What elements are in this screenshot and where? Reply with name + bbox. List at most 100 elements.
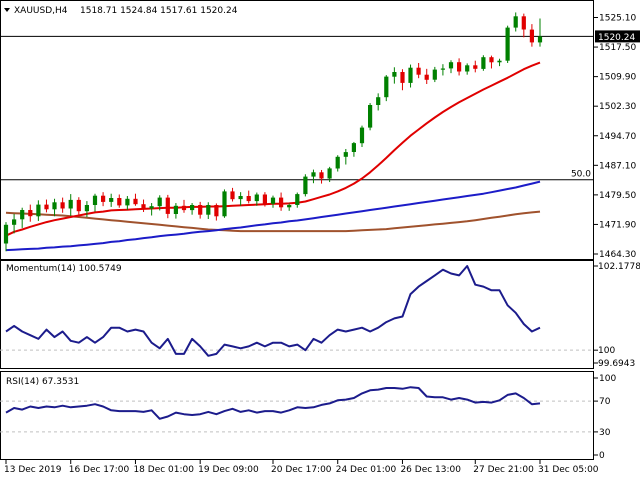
candle bbox=[311, 169, 316, 184]
rsi-title: RSI(14) 67.3531 bbox=[6, 377, 79, 387]
candle bbox=[109, 193, 114, 207]
candle-body bbox=[190, 205, 195, 211]
candle-body bbox=[465, 65, 470, 72]
time-tick-label: 26 Dec 13:00 bbox=[400, 465, 461, 475]
momentum-tick-label: 102.1778 bbox=[598, 262, 640, 272]
time-tick-label: 27 Dec 21:00 bbox=[473, 465, 534, 475]
candle-body bbox=[173, 205, 178, 214]
sma-slow-line bbox=[5, 210, 541, 233]
candle-body bbox=[457, 62, 462, 72]
candle-body bbox=[359, 127, 365, 144]
candle bbox=[44, 199, 49, 213]
time-axis: 13 Dec 2019 16 Dec 17:00 18 Dec 01:00 19 De… bbox=[4, 460, 599, 475]
candle bbox=[400, 69, 405, 91]
dropdown-triangle-icon[interactable] bbox=[4, 8, 10, 12]
candle-body bbox=[392, 72, 397, 77]
current-price-label: 1520.24 bbox=[598, 33, 635, 43]
candle bbox=[287, 203, 292, 211]
sma-mid-line bbox=[5, 180, 541, 252]
time-tick-label: 24 Dec 01:00 bbox=[336, 465, 397, 475]
candle-body bbox=[230, 191, 235, 200]
candle-body bbox=[368, 105, 373, 128]
candle bbox=[376, 93, 381, 111]
candle-body bbox=[295, 194, 300, 205]
time-tick-label: 20 Dec 17:00 bbox=[271, 465, 332, 475]
candle-body bbox=[287, 205, 292, 208]
candle bbox=[473, 60, 478, 73]
pane-frames bbox=[0, 0, 594, 460]
rsi-tick-label: 30 bbox=[599, 428, 611, 438]
candle-body bbox=[376, 97, 381, 105]
candle-body bbox=[3, 224, 9, 244]
rsi-pane: 100 70 30 0 bbox=[0, 374, 616, 461]
candle-body bbox=[440, 68, 445, 70]
rsi-tick-label: 100 bbox=[599, 374, 616, 384]
candle-body bbox=[68, 199, 73, 209]
candle bbox=[521, 13, 526, 38]
candle-body bbox=[497, 60, 502, 63]
candle-body bbox=[109, 198, 114, 202]
candle bbox=[68, 194, 73, 216]
momentum-pane: 102.1778 100 99.6943 bbox=[0, 262, 640, 369]
candle-body bbox=[481, 57, 486, 69]
candle-body bbox=[92, 195, 98, 205]
symbol-label: XAUUSD,H4 bbox=[14, 6, 68, 16]
candle bbox=[384, 75, 389, 102]
candle-body bbox=[448, 62, 454, 69]
candle bbox=[432, 66, 437, 83]
candle bbox=[84, 201, 89, 218]
candle-body bbox=[400, 72, 405, 83]
candle-body bbox=[238, 196, 243, 200]
candle bbox=[246, 190, 251, 204]
price-tick-label: 1502.30 bbox=[599, 102, 636, 112]
candle bbox=[206, 202, 211, 219]
candle bbox=[262, 192, 267, 207]
candle-body bbox=[319, 172, 324, 179]
candle-body bbox=[44, 204, 49, 210]
candle bbox=[537, 18, 543, 47]
candle-body bbox=[214, 205, 219, 217]
candle-body bbox=[149, 206, 154, 209]
candle bbox=[52, 198, 57, 217]
candle-body bbox=[416, 67, 421, 75]
candle bbox=[181, 199, 187, 213]
candle bbox=[481, 55, 486, 71]
candle-body bbox=[311, 172, 316, 177]
candle bbox=[149, 203, 154, 216]
momentum-line bbox=[5, 265, 541, 357]
candle bbox=[343, 148, 348, 165]
candle-body bbox=[351, 143, 356, 152]
candle bbox=[190, 203, 195, 215]
time-tick-label: 16 Dec 17:00 bbox=[69, 465, 130, 475]
candle bbox=[125, 196, 130, 211]
candle-body bbox=[36, 204, 41, 217]
candle bbox=[424, 68, 429, 85]
candle-body bbox=[117, 198, 122, 206]
candle bbox=[157, 195, 162, 211]
candle bbox=[440, 64, 445, 76]
candle bbox=[254, 192, 259, 206]
candle-body bbox=[424, 74, 429, 80]
price-tick-label: 1509.90 bbox=[599, 73, 636, 83]
momentum-tick-label: 100 bbox=[598, 346, 615, 356]
momentum-title: Momentum(14) 100.5749 bbox=[6, 264, 122, 274]
candle bbox=[214, 203, 219, 221]
candle bbox=[295, 192, 300, 208]
candle bbox=[465, 63, 470, 75]
candle bbox=[222, 189, 227, 218]
candle bbox=[76, 197, 81, 215]
price-tick-label: 1464.30 bbox=[599, 250, 636, 260]
candle-body bbox=[505, 27, 510, 61]
candle-body bbox=[384, 76, 389, 98]
candle bbox=[448, 60, 454, 74]
candle-body bbox=[198, 205, 203, 215]
price-pane: 1525.10 1517.50 1509.90 1502.30 1494.70 1487.… bbox=[0, 12, 640, 260]
main-pane-border bbox=[0, 0, 594, 260]
candle bbox=[359, 125, 365, 148]
candle-body bbox=[222, 191, 227, 217]
candle-body bbox=[84, 205, 89, 212]
candle-body bbox=[133, 198, 138, 205]
candle-body bbox=[28, 210, 33, 217]
momentum-pane-border bbox=[0, 260, 594, 369]
ohlc-values: 1518.71 1524.84 1517.61 1520.24 bbox=[80, 6, 238, 16]
